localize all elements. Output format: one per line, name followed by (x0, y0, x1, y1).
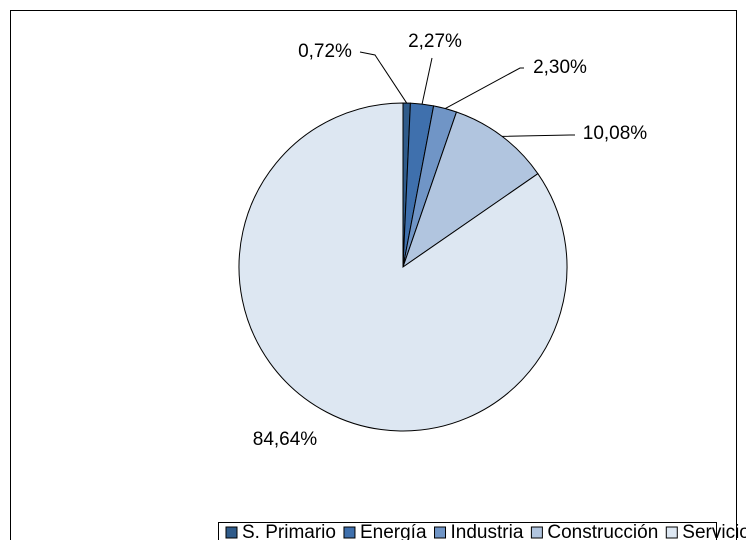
data-label: 84,64% (253, 429, 318, 450)
legend-label: Industria (451, 522, 524, 540)
leader-line (502, 134, 575, 137)
legend-label: Servicios (682, 522, 746, 540)
legend-swatch (343, 526, 356, 539)
legend-label: Construcción (547, 522, 658, 540)
leader-line (359, 51, 408, 104)
legend-box (218, 522, 717, 540)
legend-swatch (530, 526, 543, 539)
pie-slice (238, 102, 568, 432)
data-label: 2,30% (533, 57, 587, 78)
leader-line (444, 67, 524, 109)
legend-swatch (225, 526, 238, 539)
legend-label: S. Primario (242, 522, 336, 540)
leader-line (421, 57, 433, 105)
data-label: 0,72% (298, 41, 352, 62)
data-label: 10,08% (583, 123, 648, 144)
data-label: 2,27% (408, 31, 462, 52)
legend-swatch (665, 526, 678, 539)
legend-swatch (434, 526, 447, 539)
legend-label: Energía (360, 522, 427, 540)
